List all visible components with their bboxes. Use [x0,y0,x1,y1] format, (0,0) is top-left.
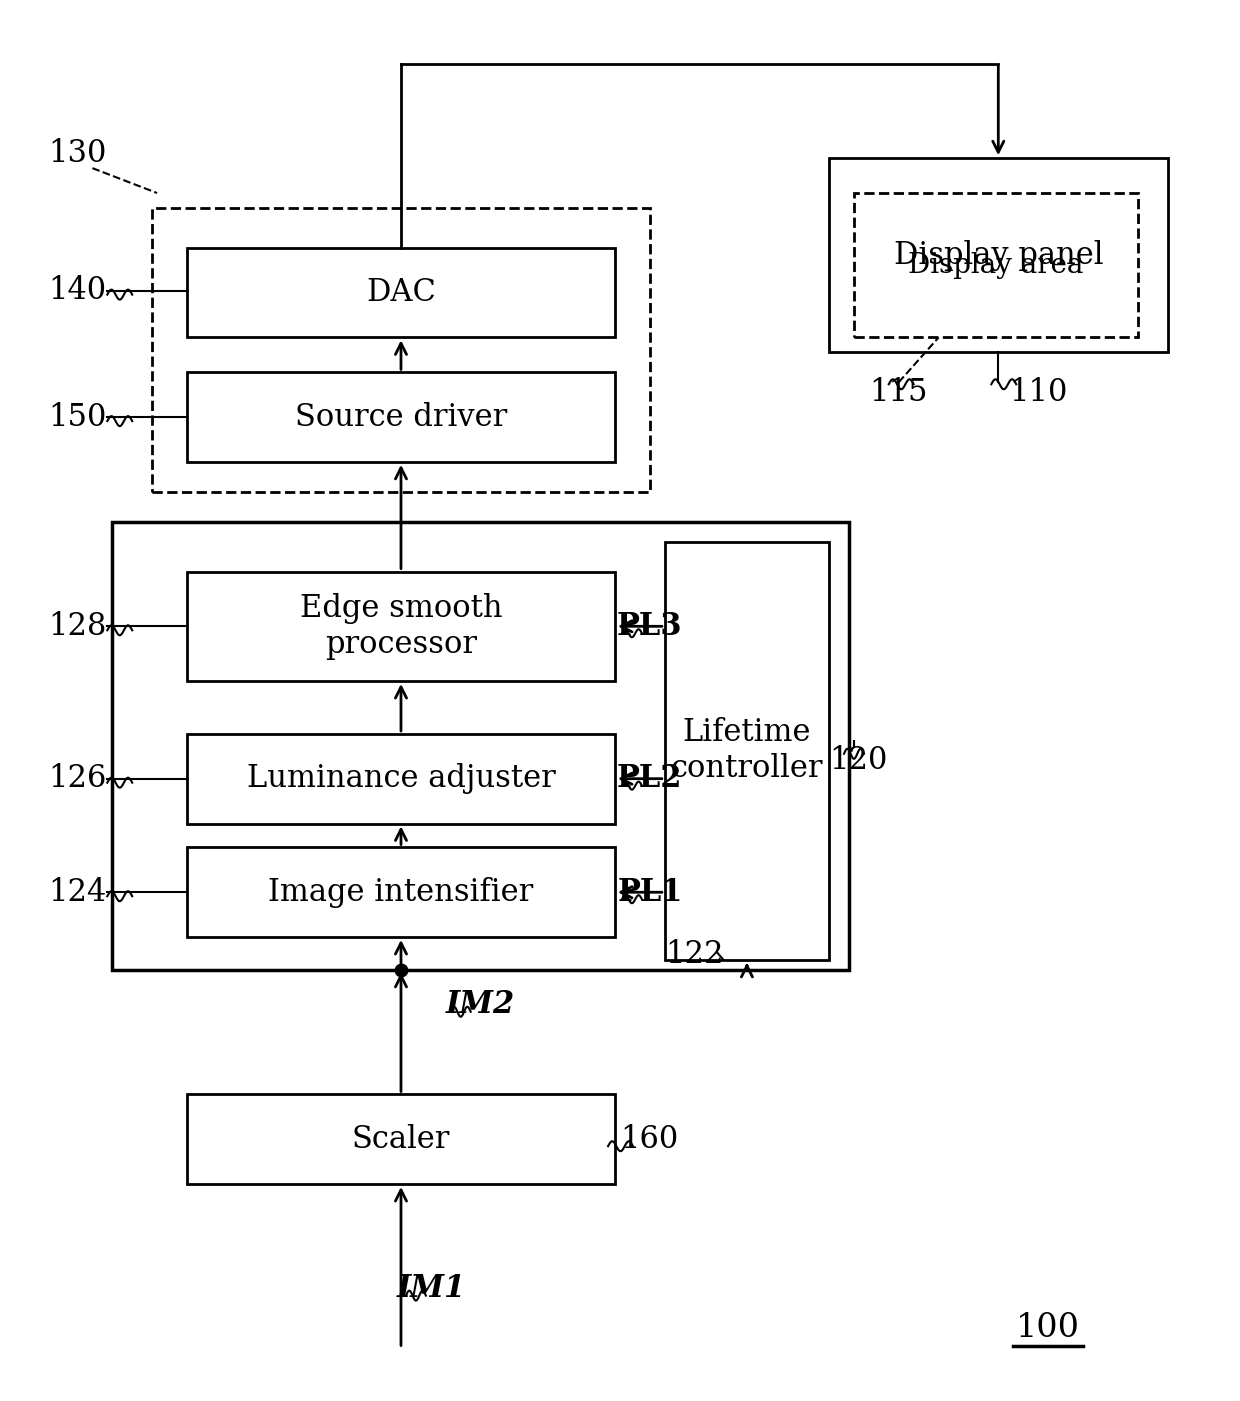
Text: Display panel: Display panel [894,240,1104,270]
Text: Scaler: Scaler [352,1124,450,1154]
Text: 128: 128 [48,611,107,642]
Bar [187,373,615,462]
Text: 160: 160 [621,1124,680,1154]
Bar [153,207,650,492]
Text: 130: 130 [48,137,107,168]
Text: 122: 122 [666,940,724,971]
Text: Image intensifier: Image intensifier [268,877,533,908]
Text: IM2: IM2 [446,989,516,1020]
Bar [113,521,849,969]
Text: Display area: Display area [908,252,1084,279]
Text: 100: 100 [1016,1313,1080,1345]
Bar [665,542,830,960]
Bar [187,848,615,937]
Text: PL2: PL2 [618,764,682,794]
Text: Lifetime
controller: Lifetime controller [671,717,823,785]
Text: 150: 150 [48,402,107,433]
Text: 120: 120 [830,745,888,776]
Text: IM1: IM1 [397,1274,465,1304]
Text: Luminance adjuster: Luminance adjuster [247,764,556,794]
Text: PL3: PL3 [618,611,683,642]
Bar [187,1094,615,1184]
Text: 124: 124 [48,877,107,908]
Text: Source driver: Source driver [295,402,507,433]
Bar [854,193,1137,338]
Text: DAC: DAC [366,277,436,308]
Text: 126: 126 [48,764,107,794]
Bar [830,158,1168,353]
Text: 140: 140 [48,275,107,307]
Text: Edge smooth
processor: Edge smooth processor [300,593,502,660]
Bar [187,734,615,824]
Bar [187,248,615,338]
Text: 110: 110 [1009,377,1068,408]
Text: 115: 115 [869,377,928,408]
Bar [187,572,615,681]
Text: PL1: PL1 [618,877,682,908]
